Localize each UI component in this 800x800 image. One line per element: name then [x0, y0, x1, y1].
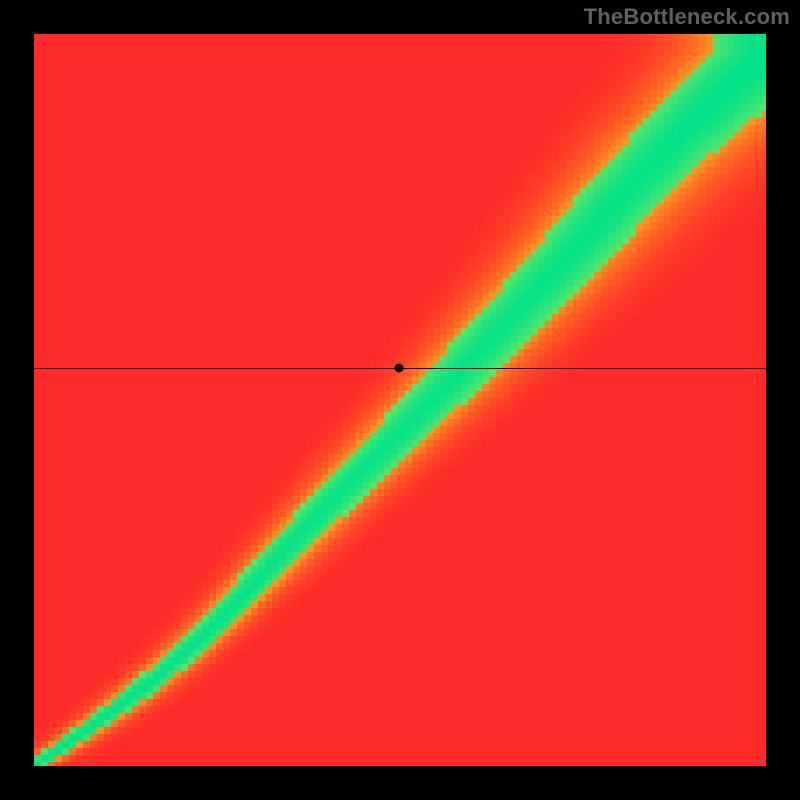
- chart-frame: TheBottleneck.com: [0, 0, 800, 800]
- heatmap-canvas: [34, 34, 766, 766]
- heatmap-plot: [34, 34, 766, 766]
- crosshair-dot: [394, 363, 403, 372]
- watermark-text: TheBottleneck.com: [584, 4, 790, 30]
- crosshair-vertical: [399, 766, 400, 800]
